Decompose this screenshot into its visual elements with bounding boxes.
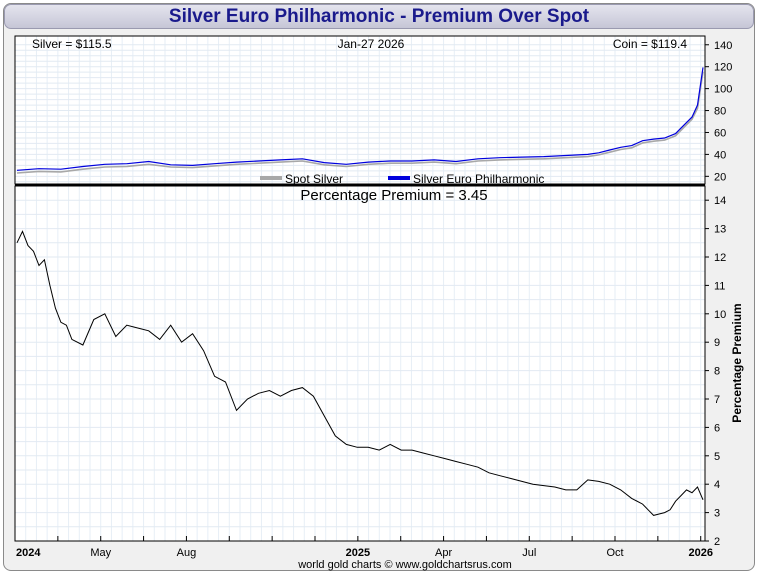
chart-title: Silver Euro Philharmonic - Premium Over …: [4, 4, 754, 29]
price-ytick-label: 40: [714, 149, 726, 161]
xtick-label: Jul: [522, 547, 536, 559]
premium-ytick-label: 12: [714, 252, 726, 264]
price-ytick-label: 60: [714, 127, 726, 139]
price-panel-border: [14, 35, 706, 185]
premium-ytick-label: 8: [714, 366, 720, 378]
premium-panel-border: [14, 185, 706, 542]
premium-ytick-label: 4: [714, 479, 720, 491]
premium-ytick-label: 9: [714, 337, 720, 349]
premium-ytick-label: 14: [714, 195, 726, 207]
premium-title: Percentage Premium = 3.45: [300, 187, 487, 204]
premium-ytick-label: 2: [714, 536, 720, 548]
xtick-label: 2024: [16, 547, 41, 559]
xtick-label: 2025: [346, 547, 370, 559]
price-ytick-label: 100: [714, 84, 732, 96]
price-ytick-label: 80: [714, 106, 726, 118]
premium-line: [16, 230, 704, 516]
xtick-label: Apr: [435, 547, 452, 559]
price-ytick-label: 140: [714, 40, 732, 52]
xtick-label: 2026: [688, 547, 712, 559]
price-ytick-label: 20: [714, 171, 726, 183]
premium-ytick-label: 10: [714, 309, 726, 321]
premium-ytick-label: 13: [714, 224, 726, 236]
euro-philharmonic-line: [16, 67, 704, 171]
xtick-label: May: [90, 547, 111, 559]
xtick-label: Oct: [606, 547, 623, 559]
date-label: Jan-27 2026: [338, 37, 405, 51]
premium-ytick-label: 3: [714, 508, 720, 520]
spot-silver-line: [16, 71, 704, 174]
premium-axis-label: Percentage Premium: [730, 303, 744, 422]
legend-spot-label: Spot Silver: [285, 172, 343, 186]
xtick-label: Aug: [177, 547, 197, 559]
coin-price-label: Coin = $119.4: [613, 37, 687, 51]
premium-ytick-label: 7: [714, 394, 720, 406]
premium-panel-background: [15, 186, 705, 541]
price-ytick-label: 120: [714, 62, 732, 74]
price-panel-background: [15, 36, 705, 184]
premium-ytick-label: 5: [714, 451, 720, 463]
premium-ytick-label: 11: [714, 280, 725, 292]
premium-ytick-label: 6: [714, 422, 720, 434]
legend-spot-swatch: [260, 176, 282, 180]
legend-coin-swatch: [388, 176, 410, 180]
legend-coin-label: Silver Euro Philharmonic: [413, 172, 544, 186]
silver-price-label: Silver = $115.5: [32, 37, 112, 51]
footer-credit: world gold charts © www.goldchartsrus.co…: [297, 559, 512, 571]
